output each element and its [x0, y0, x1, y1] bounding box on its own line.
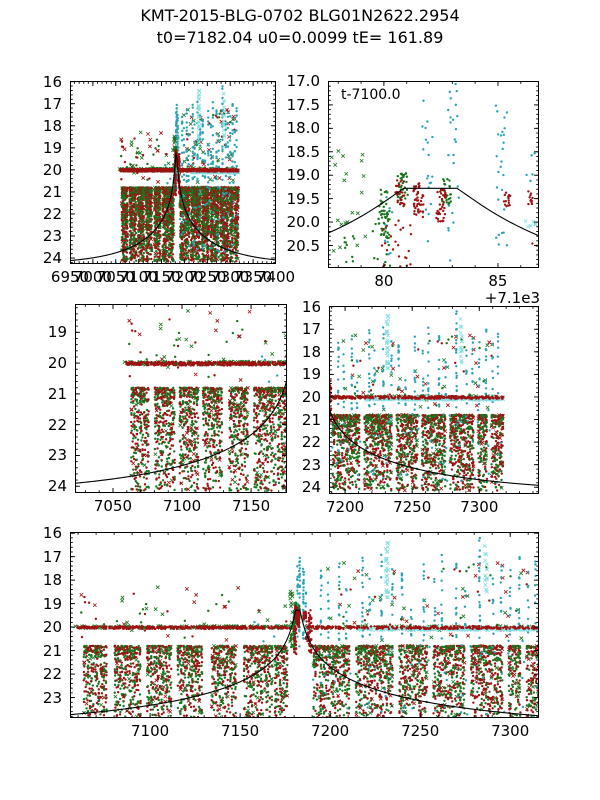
x-tick-label: 7100 — [131, 722, 170, 740]
time-offset-annotation: t-7100.0 — [341, 87, 401, 103]
y-tick-label: 18.0 — [286, 119, 320, 138]
y-tick-label: 22 — [42, 665, 62, 684]
x-tick-label: 7300 — [460, 498, 499, 516]
y-tick-label: 23 — [301, 455, 321, 474]
x-tick-label: 7100 — [162, 497, 202, 515]
y-tick-label: 20 — [42, 160, 62, 179]
y-tick-label: 23 — [42, 226, 62, 245]
y-tick-label: 17.0 — [286, 72, 320, 91]
figure-title: KMT-2015-BLG-0702 BLG01N2622.2954 — [140, 6, 460, 25]
y-tick-label: 22 — [42, 204, 62, 223]
x-tick-label: 7300 — [211, 268, 250, 286]
y-tick-label: 16 — [301, 297, 321, 316]
y-tick-label: 23 — [42, 688, 62, 707]
y-tick-label: 19 — [301, 365, 321, 384]
x-tick-label: 7200 — [165, 268, 204, 286]
plot-panel-top-left — [70, 81, 276, 264]
y-tick-label: 23 — [47, 446, 67, 465]
y-tick-label: 17 — [42, 547, 62, 566]
x-tick-label: 6950 — [50, 268, 90, 286]
y-tick-label: 18 — [42, 116, 62, 135]
x-tick-label: 7150 — [221, 722, 260, 740]
y-tick-label: 21 — [42, 182, 62, 201]
x-tick-label: 7050 — [93, 497, 133, 515]
x-tick-label: 7200 — [311, 722, 350, 740]
y-tick-label: 18.5 — [286, 142, 320, 161]
x-tick-label: 7050 — [96, 268, 135, 286]
y-tick-label: 21 — [301, 410, 321, 429]
y-tick-label: 16 — [42, 72, 62, 91]
y-tick-label: 18 — [301, 342, 321, 361]
y-tick-label: 19.5 — [286, 189, 320, 208]
x-tick-label: 7150 — [142, 268, 181, 286]
y-tick-label: 16 — [42, 524, 62, 543]
y-tick-label: 22 — [301, 433, 321, 452]
plot-panel-middle-left — [75, 304, 287, 493]
y-tick-label: 24 — [42, 249, 62, 268]
y-tick-label: 17 — [301, 320, 321, 339]
y-tick-label: 22 — [47, 415, 67, 434]
x-tick-label: 7000 — [73, 268, 112, 286]
plot-panel-middle-right — [329, 306, 539, 494]
x-tick-label: 80 — [374, 272, 394, 290]
y-tick-label: 21 — [42, 641, 62, 660]
y-tick-label: 17 — [42, 94, 62, 113]
plot-panel-top-right — [328, 81, 539, 268]
y-tick-label: 20 — [301, 387, 321, 406]
x-tick-label: 7250 — [188, 268, 227, 286]
x-tick-label: 85 — [488, 272, 508, 290]
x-tick-label: 7200 — [326, 498, 365, 516]
plot-panel-bottom — [70, 532, 539, 718]
x-tick-label: 7300 — [491, 722, 530, 740]
y-tick-label: 19 — [42, 138, 62, 157]
y-tick-label: 20 — [42, 618, 62, 637]
y-tick-label: 19 — [47, 323, 67, 342]
y-tick-label: 24 — [47, 477, 67, 496]
x-tick-label: 7250 — [393, 498, 432, 516]
y-tick-label: 20 — [47, 354, 67, 373]
x-tick-label: 7150 — [231, 497, 271, 515]
y-tick-label: 20.0 — [286, 213, 320, 232]
x-tick-label: 7400 — [256, 268, 296, 286]
y-tick-label: 19.0 — [286, 166, 320, 185]
y-tick-label: 21 — [47, 384, 67, 403]
y-tick-label: 18 — [42, 571, 62, 590]
y-tick-label: 20.5 — [286, 236, 320, 255]
y-tick-label: 24 — [301, 478, 321, 497]
figure-subtitle: t0=7182.04 u0=0.0099 tE= 161.89 — [156, 28, 444, 47]
x-tick-label: 7100 — [119, 268, 158, 286]
x-axis-offset-label: +7.1e3 — [484, 289, 540, 307]
x-tick-label: 7350 — [234, 268, 273, 286]
x-tick-label: 7250 — [401, 722, 440, 740]
y-tick-label: 19 — [42, 594, 62, 613]
y-tick-label: 17.5 — [286, 95, 320, 114]
